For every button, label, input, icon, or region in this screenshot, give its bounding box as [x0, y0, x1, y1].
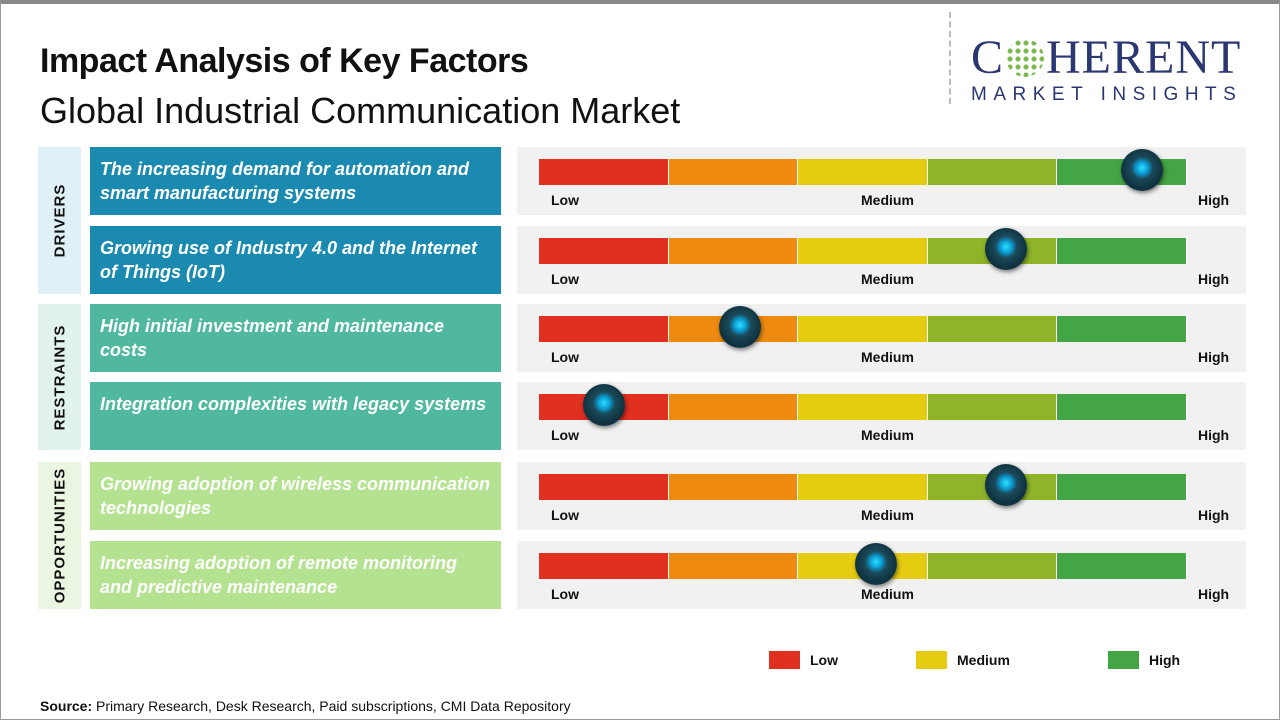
- scale-high-label: High: [1198, 271, 1230, 287]
- scale-segment: [798, 238, 928, 264]
- impact-scale-bar: [539, 228, 1187, 270]
- scale-segment: [1057, 474, 1187, 500]
- scale-high-label: High: [1198, 586, 1230, 602]
- category-label: DRIVERS: [51, 183, 68, 258]
- legend-swatch: [916, 651, 947, 669]
- scale-low-label: Low: [551, 349, 579, 365]
- logo-divider: [949, 12, 951, 104]
- scale-low-label: Low: [551, 427, 579, 443]
- legend-swatch: [769, 651, 800, 669]
- scale-medium-label: Medium: [861, 349, 914, 365]
- source-text: Primary Research, Desk Research, Paid su…: [92, 698, 571, 714]
- scale-segment: [1057, 316, 1187, 342]
- page-subtitle: Global Industrial Communication Market: [40, 90, 681, 131]
- scale-segment: [668, 394, 799, 420]
- scale-segment: [798, 316, 928, 342]
- impact-indicator-knob-icon: [984, 228, 1027, 270]
- category-restraints: RESTRAINTS: [38, 304, 81, 450]
- scale-medium-label: Medium: [861, 507, 914, 523]
- scale-segment: [798, 159, 928, 185]
- scale-high-label: High: [1198, 427, 1230, 443]
- factor-box: The increasing demand for automation and…: [90, 147, 501, 215]
- impact-gauge: Low Medium High: [517, 382, 1246, 450]
- scale-segment: [539, 474, 669, 500]
- scale-high-label: High: [1198, 349, 1230, 365]
- impact-scale-bar: [539, 384, 1187, 426]
- scale-segment: [927, 159, 1058, 185]
- scale-segment: [668, 238, 799, 264]
- scale-medium-label: Medium: [861, 586, 914, 602]
- factor-box: Growing use of Industry 4.0 and the Inte…: [90, 226, 501, 294]
- legend-label: Low: [810, 652, 838, 668]
- scale-segment: [539, 553, 669, 579]
- source-label: Source:: [40, 698, 93, 714]
- scale-segment: [668, 159, 799, 185]
- scale-segment: [927, 394, 1058, 420]
- impact-scale-bar: [539, 464, 1187, 506]
- impact-gauge: Low Medium High: [517, 541, 1246, 609]
- scale-low-label: Low: [551, 586, 579, 602]
- logo: C HERENT MARKET INSIGHTS: [971, 34, 1261, 106]
- scale-low-label: Low: [551, 192, 579, 208]
- scale-medium-label: Medium: [861, 192, 914, 208]
- logo-subtext: MARKET INSIGHTS: [971, 84, 1243, 105]
- legend-medium: Medium: [916, 651, 1010, 669]
- scale-segment: [1057, 553, 1187, 579]
- factor-box: Increasing adoption of remote monitoring…: [90, 541, 501, 609]
- legend-label: High: [1149, 652, 1181, 668]
- impact-gauge: Low Medium High: [517, 226, 1246, 294]
- impact-indicator-knob-icon: [718, 306, 761, 348]
- impact-indicator-knob-icon: [582, 384, 625, 426]
- legend-high: High: [1108, 651, 1180, 669]
- factor-box: High initial investment and maintenance …: [90, 304, 501, 372]
- impact-gauge: Low Medium High: [517, 462, 1246, 530]
- scale-segment: [539, 316, 669, 342]
- scale-segment: [927, 553, 1058, 579]
- scale-medium-label: Medium: [861, 427, 914, 443]
- scale-segment: [1057, 238, 1187, 264]
- scale-high-label: High: [1198, 507, 1230, 523]
- category-opportunities: OPPORTUNITIES: [38, 462, 81, 609]
- page-title: Impact Analysis of Key Factors: [40, 42, 529, 80]
- factor-box: Integration complexities with legacy sys…: [90, 382, 501, 450]
- impact-scale-bar: [539, 543, 1187, 585]
- impact-gauge: Low Medium High: [517, 147, 1246, 215]
- scale-segment: [1057, 394, 1187, 420]
- logo-text: HERENT: [1046, 31, 1242, 84]
- scale-segment: [927, 316, 1058, 342]
- category-drivers: DRIVERS: [38, 147, 81, 294]
- logo-dots-icon: [1006, 39, 1045, 77]
- legend-low: Low: [769, 651, 838, 669]
- impact-gauge: Low Medium High: [517, 304, 1246, 372]
- impact-indicator-knob-icon: [984, 464, 1027, 506]
- source-note: Source: Primary Research, Desk Research,…: [40, 698, 571, 714]
- scale-segment: [798, 474, 928, 500]
- legend-label: Medium: [957, 652, 1010, 668]
- scale-high-label: High: [1198, 192, 1230, 208]
- category-label: OPPORTUNITIES: [51, 467, 69, 604]
- impact-scale-bar: [539, 149, 1187, 191]
- impact-indicator-knob-icon: [854, 543, 897, 585]
- legend-swatch: [1108, 651, 1139, 669]
- scale-segment: [668, 553, 799, 579]
- factor-box: Growing adoption of wireless communicati…: [90, 462, 501, 530]
- logo-letter: C: [971, 31, 1005, 84]
- scale-segment: [539, 238, 669, 264]
- scale-medium-label: Medium: [861, 271, 914, 287]
- impact-indicator-knob-icon: [1120, 149, 1163, 191]
- scale-segment: [668, 474, 799, 500]
- scale-segment: [539, 159, 669, 185]
- scale-segment: [798, 394, 928, 420]
- impact-scale-bar: [539, 306, 1187, 348]
- scale-low-label: Low: [551, 507, 579, 523]
- category-label: RESTRAINTS: [51, 324, 68, 430]
- scale-low-label: Low: [551, 271, 579, 287]
